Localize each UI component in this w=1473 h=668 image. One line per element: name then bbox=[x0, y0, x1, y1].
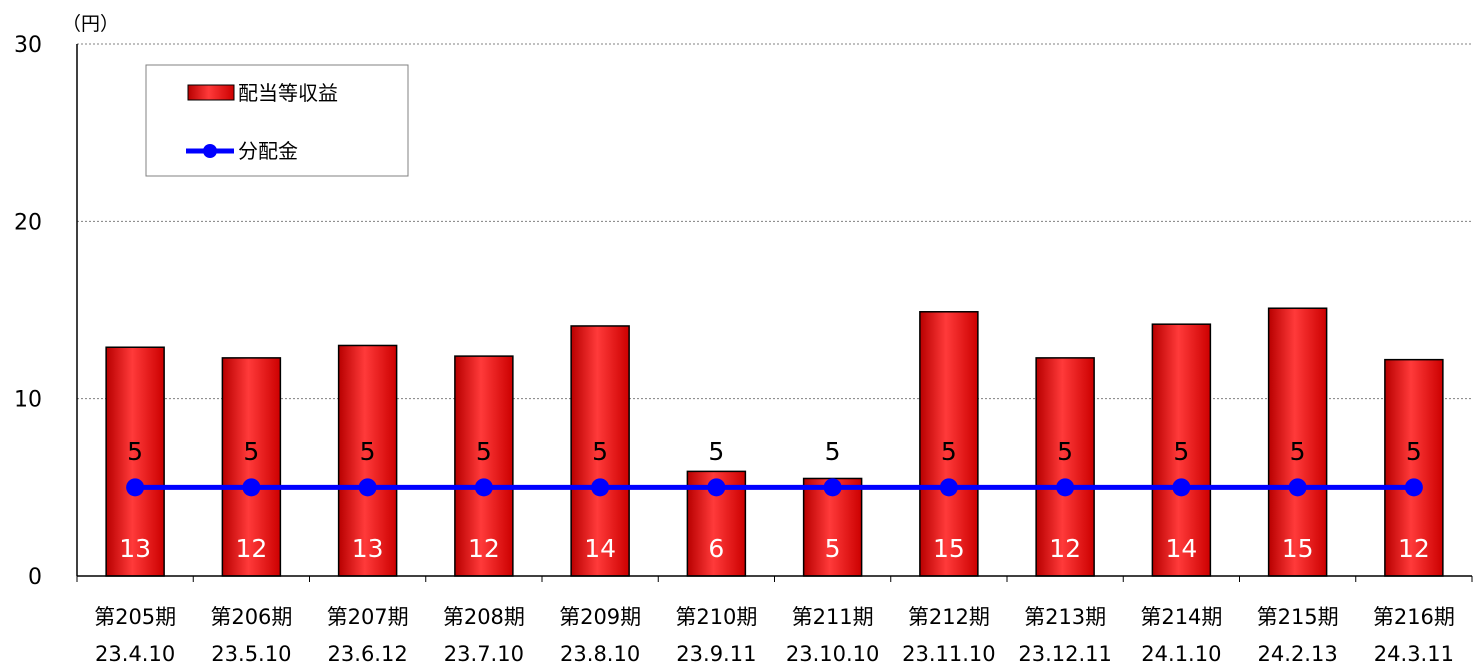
income-bar bbox=[570, 325, 630, 577]
distribution-label: 5 bbox=[1057, 437, 1073, 466]
legend-bar-swatch bbox=[187, 84, 235, 101]
x-tick-label-period: 第216期 bbox=[1373, 605, 1455, 629]
y-unit-label: （円） bbox=[62, 13, 119, 35]
distribution-point bbox=[242, 478, 261, 497]
distribution-label: 5 bbox=[825, 437, 841, 466]
income-bar bbox=[1151, 323, 1212, 577]
distribution-point bbox=[939, 478, 958, 497]
income-bar bbox=[221, 357, 282, 577]
income-bar-label: 13 bbox=[119, 534, 151, 563]
income-bar-label: 5 bbox=[825, 534, 841, 563]
income-bar bbox=[454, 355, 514, 577]
x-tick-label-date: 24.3.11 bbox=[1374, 642, 1454, 666]
distribution-point bbox=[1288, 478, 1307, 497]
line-series-group: 5 5 5 5 5 5 5 5 5 5 5 5 bbox=[126, 437, 1423, 497]
distribution-label: 5 bbox=[1290, 437, 1306, 466]
legend-label-distribution: 分配金 bbox=[238, 139, 298, 163]
income-bar bbox=[105, 346, 165, 577]
x-tick-label-period: 第215期 bbox=[1257, 605, 1339, 629]
income-bar-label: 13 bbox=[352, 534, 384, 563]
x-tick-label-date: 23.6.12 bbox=[328, 642, 408, 666]
income-bar-label: 14 bbox=[584, 534, 616, 563]
distribution-point bbox=[1056, 478, 1075, 497]
x-tick-label-period: 第210期 bbox=[675, 605, 757, 629]
x-tick-label-date: 23.12.11 bbox=[1018, 642, 1112, 666]
income-bar bbox=[1384, 358, 1444, 577]
x-tick-label-period: 第214期 bbox=[1140, 605, 1222, 629]
income-bar-label: 12 bbox=[235, 534, 267, 563]
distribution-label: 5 bbox=[941, 437, 957, 466]
distribution-label: 5 bbox=[243, 437, 259, 466]
distribution-label: 5 bbox=[360, 437, 376, 466]
x-tick-label-period: 第212期 bbox=[908, 605, 990, 629]
x-tick-label-date: 23.5.10 bbox=[211, 642, 291, 666]
x-tick-label-date: 23.9.11 bbox=[676, 642, 756, 666]
x-tick-label-period: 第213期 bbox=[1024, 605, 1106, 629]
y-tick-label: 30 bbox=[14, 33, 42, 58]
x-tick-label-period: 第205期 bbox=[94, 605, 176, 629]
distribution-point bbox=[591, 478, 610, 497]
x-tick-label-date: 24.1.10 bbox=[1141, 642, 1221, 666]
income-bar-label: 12 bbox=[1049, 534, 1081, 563]
distribution-point bbox=[126, 478, 145, 497]
x-tick-label-date: 23.7.10 bbox=[444, 642, 524, 666]
x-tick-label-period: 第208期 bbox=[443, 605, 525, 629]
x-tick-label-date: 23.11.10 bbox=[902, 642, 996, 666]
distribution-point bbox=[823, 478, 842, 497]
gridlines bbox=[77, 43, 1472, 400]
x-tick-label-period: 第209期 bbox=[559, 605, 641, 629]
distribution-point bbox=[1404, 478, 1423, 497]
distribution-label: 5 bbox=[1173, 437, 1189, 466]
income-bar-label: 12 bbox=[1398, 534, 1430, 563]
x-tick-label-period: 第211期 bbox=[792, 605, 874, 629]
x-tick-label-date: 23.4.10 bbox=[95, 642, 175, 666]
distribution-point bbox=[474, 478, 493, 497]
x-tick-label-period: 第206期 bbox=[210, 605, 292, 629]
income-bar bbox=[1267, 307, 1328, 577]
distribution-point bbox=[707, 478, 726, 497]
income-bar bbox=[337, 344, 398, 577]
y-tick-label: 20 bbox=[14, 210, 42, 235]
x-tick-label-date: 23.10.10 bbox=[786, 642, 880, 666]
income-bar-label: 15 bbox=[1282, 534, 1314, 563]
distribution-label: 5 bbox=[127, 437, 143, 466]
x-tick-label-period: 第207期 bbox=[327, 605, 409, 629]
distribution-label: 5 bbox=[476, 437, 492, 466]
y-tick-label: 0 bbox=[28, 565, 42, 590]
distribution-point bbox=[1172, 478, 1191, 497]
y-tick-label: 10 bbox=[14, 388, 42, 413]
income-bar-label: 14 bbox=[1165, 534, 1197, 563]
income-bar-label: 12 bbox=[468, 534, 500, 563]
legend-marker bbox=[203, 144, 217, 158]
legend-box bbox=[145, 64, 409, 177]
legend-label-income: 配当等収益 bbox=[238, 81, 338, 105]
distribution-label: 5 bbox=[592, 437, 608, 466]
x-tick-label-date: 24.2.13 bbox=[1258, 642, 1338, 666]
axes: 0 10 20 30 第205期 23.4.10 第206期 23.5.10 第207期 23.6… bbox=[14, 33, 1473, 666]
income-bar-label: 6 bbox=[708, 534, 724, 563]
bar-series-group: 13 12 13 12 14 6 5 15 12 14 15 12 bbox=[105, 307, 1444, 577]
income-bar-label: 15 bbox=[933, 534, 965, 563]
distribution-label: 5 bbox=[708, 437, 724, 466]
distribution-label: 5 bbox=[1406, 437, 1422, 466]
distribution-point bbox=[358, 478, 377, 497]
legend: 配当等収益 分配金 bbox=[145, 64, 409, 177]
x-tick-label-date: 23.8.10 bbox=[560, 642, 640, 666]
